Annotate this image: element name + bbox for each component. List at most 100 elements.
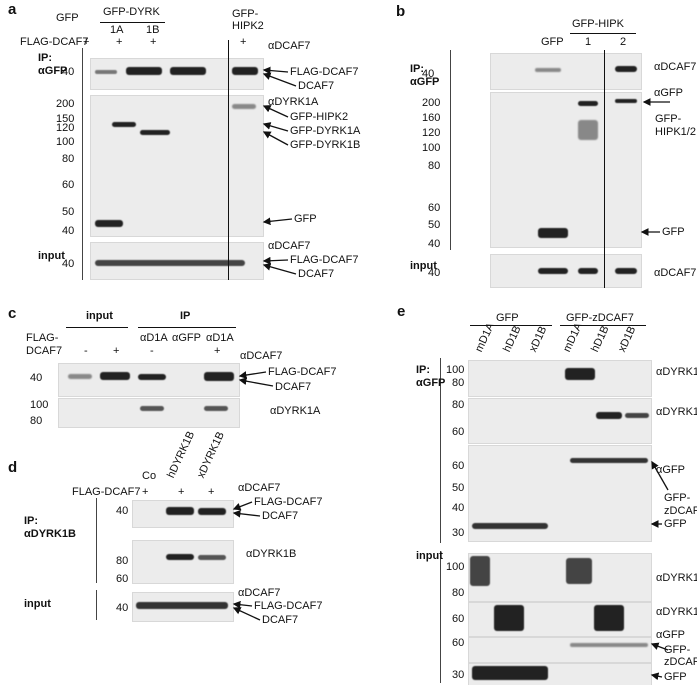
band [140,406,164,411]
band-label: GFP [662,226,685,238]
antibody-label: αDYRK1A [656,572,697,584]
marker: 50 [452,482,465,494]
band [494,605,524,631]
lane-label: αD1A [140,332,168,344]
band [578,120,598,140]
divider [604,50,605,288]
bracket [82,48,83,280]
ip-label: IP: [416,364,431,376]
marker: 60 [116,573,129,585]
band-label: DCAF7 [262,510,299,522]
band-label: GFP- [664,492,691,504]
bracket [440,551,441,683]
blot [468,398,652,444]
treatment-label: FLAG- [26,332,59,344]
sign: + [208,486,215,498]
band-label: GFP-HIPK2 [290,111,349,123]
sign: + [83,36,90,48]
band [232,104,256,109]
band [204,406,228,411]
marker: 40 [428,267,441,279]
blot [90,95,264,237]
band [566,558,592,584]
antibody-label: αDYRK1A [656,366,697,378]
group-line [570,33,636,34]
group-label: GFP [496,312,519,324]
band [204,372,234,381]
band-label: DCAF7 [262,614,299,626]
marker: 30 [452,669,465,681]
group-label: IP [180,310,191,322]
band-label: FLAG-DCAF7 [254,496,323,508]
band [578,268,598,274]
band [535,68,561,72]
ip-label: IP: [24,515,39,527]
band-label: DCAF7 [298,80,335,92]
blot [132,540,234,584]
antibody-label: αDYRK1B [656,606,697,618]
marker: 40 [30,372,43,384]
antibody-label: αDYRK1A [270,405,321,417]
input-label: input [416,550,443,562]
band-label: HIPK1/2 [655,126,696,138]
antibody-label: αDYRK1A [268,96,319,108]
lane-label: 1B [146,24,160,36]
band [615,66,637,72]
band-label: FLAG-DCAF7 [290,254,359,266]
marker: 60 [428,202,441,214]
band [596,412,622,419]
band [138,374,166,380]
marker: 80 [452,587,465,599]
antibody-label: αDCAF7 [240,350,283,362]
band-label: GFP- [655,113,682,125]
band [232,67,258,75]
divider [228,40,229,280]
marker: 100 [30,399,49,411]
band [166,554,194,560]
lane-label: 2 [620,36,627,48]
input-label: input [410,260,437,272]
marker: 80 [62,153,75,165]
panel-letter: b [396,3,406,20]
band-label: GFP- [664,644,691,656]
band [570,458,648,463]
marker: 150 [56,113,75,125]
antibody-label: αDCAF7 [238,482,281,494]
marker: 40 [422,68,435,80]
band-label: GFP [664,671,687,683]
panel-letter: c [8,305,17,322]
band [95,220,123,227]
ip-label: αGFP [410,76,440,88]
marker: 60 [62,179,75,191]
band [95,260,245,266]
marker: 80 [116,555,129,567]
marker: 60 [452,426,465,438]
marker: 60 [452,460,465,472]
band [565,368,595,380]
marker: 40 [116,602,129,614]
antibody-label: αGFP [656,629,685,641]
blot [490,92,642,248]
blot [58,398,240,428]
band [68,374,92,379]
sign: + [116,36,123,48]
band-label: GFP-DYRK1A [290,125,361,137]
band [538,268,568,274]
ip-label: αGFP [416,377,446,389]
band [126,67,162,75]
marker: 120 [56,122,75,134]
marker: 50 [428,219,441,231]
marker: 40 [62,258,75,270]
input-label: input [38,250,65,262]
band [136,602,228,609]
group-label: input [86,310,113,322]
marker: 100 [56,136,75,148]
sign: + [178,486,185,498]
marker: 100 [422,142,441,154]
band-label: DCAF7 [275,381,312,393]
lane-label: GFP-HIPK [572,18,624,30]
lane-label: 1A [110,24,124,36]
band [140,130,170,135]
